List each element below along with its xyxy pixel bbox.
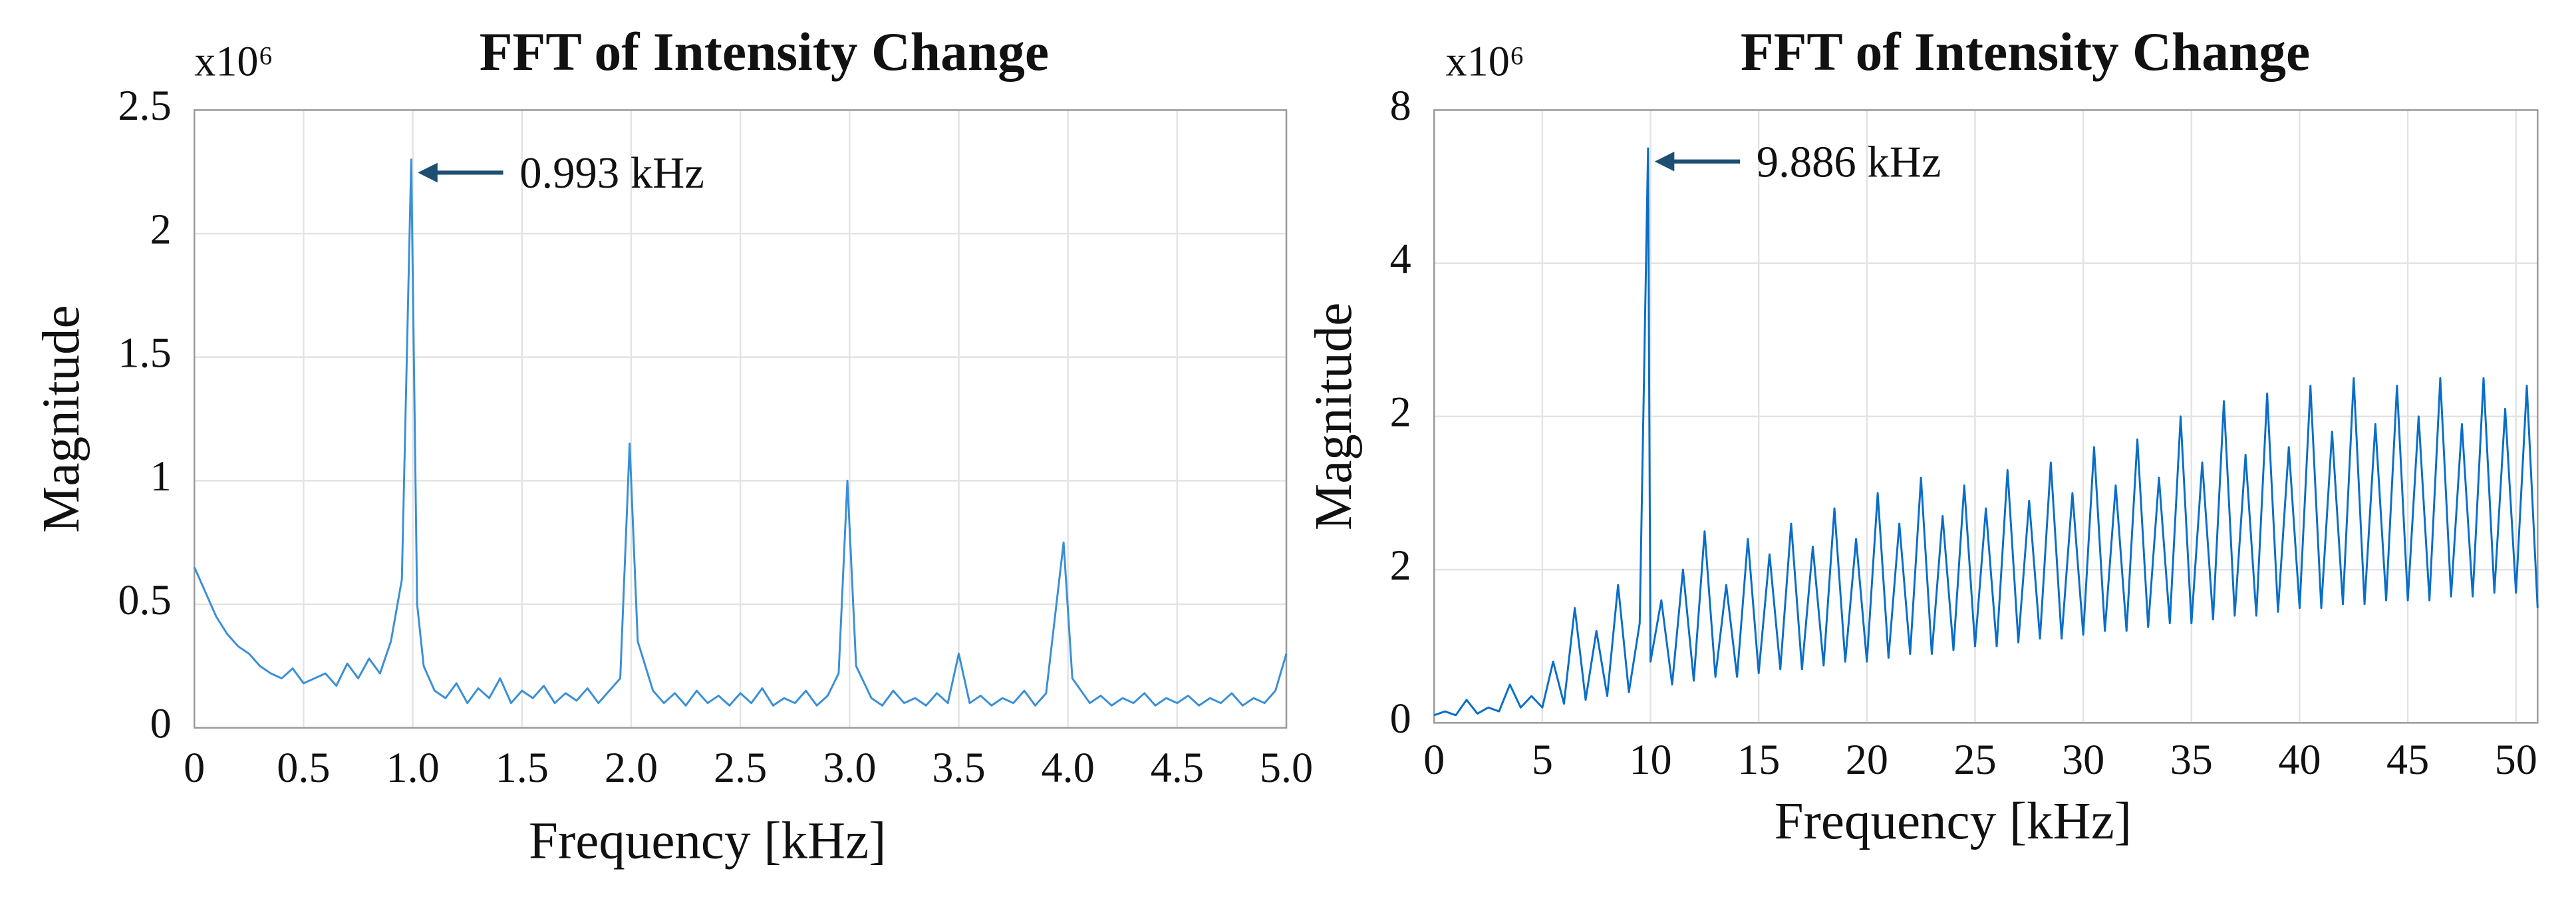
x-tick-label: 5.0 — [1260, 744, 1313, 791]
x-tick-label: 3.5 — [932, 744, 985, 791]
plot-frame — [194, 109, 1288, 729]
x-tick-label: 2.5 — [714, 744, 767, 791]
y-tick-label: 2 — [150, 206, 172, 253]
data-line — [193, 158, 1288, 707]
x-tick-label: 15 — [1737, 736, 1780, 783]
x-axis-label: Frequency [kHz] — [529, 812, 886, 870]
y-axis-label: Magnitude — [1305, 303, 1363, 530]
x-tick-label: 30 — [2062, 736, 2104, 783]
y-tick-label: 1 — [150, 452, 172, 500]
y-tick-label: 0.5 — [118, 576, 171, 624]
x-tick-label: 50 — [2495, 736, 2537, 783]
y-tick-label: 8 — [1390, 82, 1411, 129]
x-tick-label: 4.5 — [1151, 744, 1204, 791]
y-tick-label: 2.5 — [118, 82, 171, 129]
y-tick-label: 0 — [1390, 695, 1411, 742]
x-tick-label: 40 — [2278, 736, 2321, 783]
y-tick-label: 1.5 — [118, 329, 171, 376]
x-tick-label: 3.0 — [823, 744, 876, 791]
chart-title: FFT of Intensity Change — [480, 21, 1049, 82]
x-tick-label: 1.0 — [386, 744, 439, 791]
y-tick-label: 4 — [1390, 235, 1411, 282]
x-tick-label: 0 — [1423, 736, 1445, 783]
annotation-arrowhead — [418, 162, 438, 183]
y-tick-label: 0 — [150, 699, 172, 747]
x-tick-label: 0.5 — [277, 744, 330, 791]
data-line — [1433, 147, 2539, 717]
y-tick-label: 2 — [1390, 542, 1411, 589]
x-tick-label: 2.0 — [605, 744, 658, 791]
y-axis-label: Magnitude — [33, 305, 90, 532]
x-tick-label: 10 — [1629, 736, 1671, 783]
annotation: 9.886 kHz — [1757, 138, 1941, 186]
annotation-arrowhead — [1654, 151, 1675, 172]
x-tick-label: 1.5 — [496, 744, 549, 791]
x-tick-label: 25 — [1953, 736, 1996, 783]
x-tick-label: 45 — [2386, 736, 2429, 783]
y-exponent: x10⁶ — [1446, 37, 1525, 85]
x-tick-label: 4.0 — [1042, 744, 1095, 791]
x-tick-label: 20 — [1846, 736, 1888, 783]
x-tick-label: 5 — [1532, 736, 1553, 783]
chart-title: FFT of Intensity Change — [1741, 21, 2310, 82]
annotation: 0.993 kHz — [519, 149, 704, 198]
y-tick-label: 2 — [1390, 389, 1411, 436]
x-tick-label: 35 — [2170, 736, 2213, 783]
y-exponent: x10⁶ — [194, 37, 273, 85]
plot-frame — [1433, 109, 2539, 724]
x-tick-label: 0 — [184, 744, 205, 791]
x-axis-label: Frequency [kHz] — [1775, 793, 2132, 850]
